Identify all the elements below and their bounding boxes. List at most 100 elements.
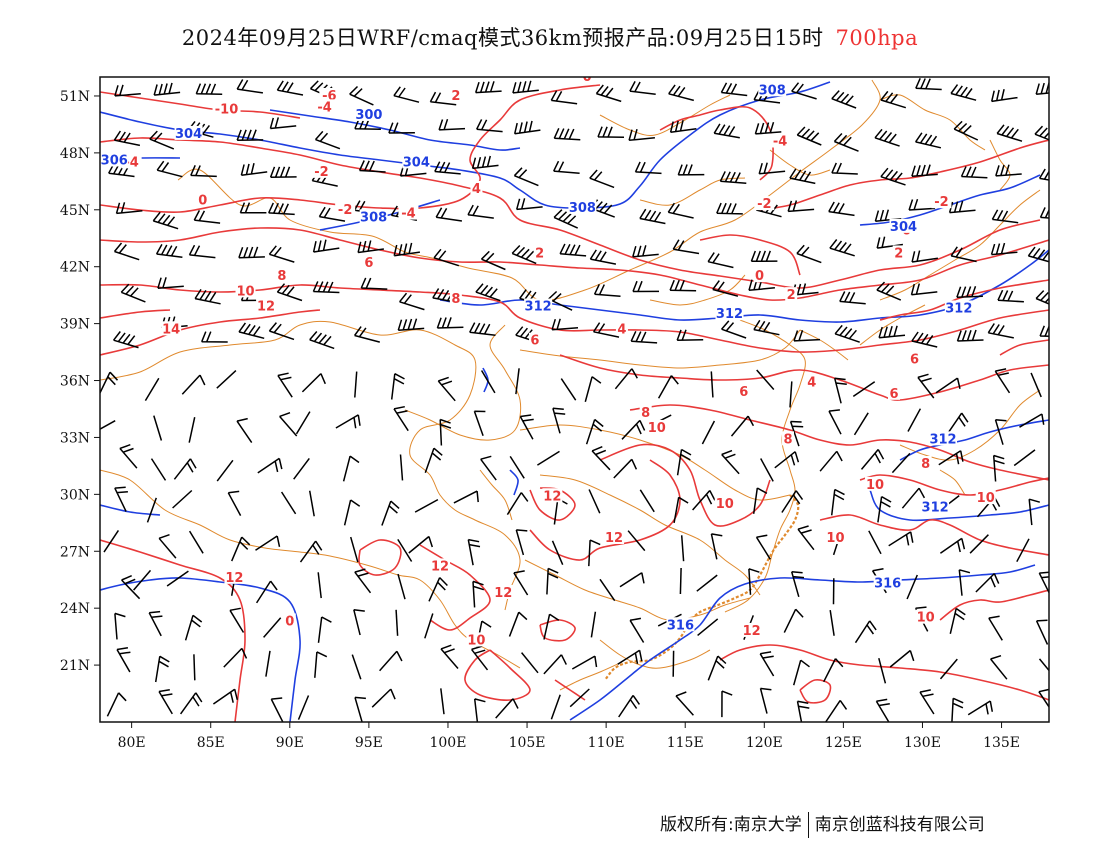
wind-barb bbox=[513, 120, 541, 135]
lat-label: 24N bbox=[60, 601, 90, 617]
wind-barb bbox=[255, 535, 281, 551]
wind-barb bbox=[833, 377, 847, 404]
wind-barb bbox=[939, 537, 966, 554]
wind-barb bbox=[194, 288, 221, 305]
border-line bbox=[599, 639, 711, 669]
wind-barb bbox=[190, 165, 217, 178]
wind-barb bbox=[911, 164, 938, 177]
wind-barb bbox=[509, 455, 525, 479]
temperature-label: 8 bbox=[451, 292, 460, 307]
wind-barb bbox=[181, 374, 206, 395]
wind-barb bbox=[476, 119, 503, 133]
temperature-label-bg bbox=[908, 351, 921, 366]
wind-barb bbox=[432, 288, 459, 304]
wind-barb bbox=[992, 454, 1005, 482]
temperature-label: 8 bbox=[641, 406, 650, 421]
title-main: 2024年09月25日WRF/cmaq模式36km预报产品:09月25日15时 bbox=[181, 26, 824, 50]
height-label-bg bbox=[929, 431, 958, 446]
wind-barb bbox=[958, 569, 971, 596]
wind-barb bbox=[1019, 413, 1045, 428]
wind-barb bbox=[906, 574, 918, 600]
lon-label: 80E bbox=[118, 735, 146, 751]
wind-barb bbox=[907, 408, 922, 432]
temperature-contour bbox=[100, 309, 171, 319]
temperature-label-bg bbox=[542, 488, 563, 503]
wind-barb bbox=[155, 244, 183, 259]
wind-barb bbox=[919, 689, 935, 715]
wind-barb bbox=[589, 249, 617, 265]
lon-label: 85E bbox=[197, 735, 225, 751]
wind-barb bbox=[830, 488, 845, 516]
wind-barb bbox=[114, 84, 141, 97]
wind-barb bbox=[629, 617, 645, 643]
wind-barb bbox=[393, 242, 421, 257]
temperature-label-bg bbox=[639, 404, 652, 419]
wind-barb bbox=[114, 486, 128, 512]
wind-barb bbox=[1027, 246, 1049, 263]
wind-barb bbox=[236, 79, 264, 94]
height-label-bg bbox=[359, 209, 388, 224]
wind-barb bbox=[783, 608, 804, 633]
wind-barb bbox=[314, 130, 341, 150]
temperature-label-bg bbox=[865, 476, 886, 491]
wind-barb bbox=[428, 577, 448, 602]
wind-barb bbox=[113, 242, 140, 261]
temperature-label-bg bbox=[528, 332, 541, 347]
temperature-label: 4 bbox=[807, 375, 816, 390]
wind-barb bbox=[353, 608, 365, 636]
temperature-contour bbox=[100, 137, 1041, 289]
height-contour bbox=[100, 504, 161, 516]
temperature-label: -2 bbox=[757, 197, 771, 212]
temperature-label: 0 bbox=[755, 269, 764, 284]
temperature-label-bg bbox=[741, 622, 762, 637]
temperature-label: 12 bbox=[605, 531, 623, 546]
wind-barb bbox=[397, 573, 406, 600]
temperature-label-bg bbox=[275, 268, 288, 283]
wind-barb bbox=[240, 163, 268, 176]
wind-barb bbox=[790, 571, 805, 598]
temperature-label-bg bbox=[362, 254, 375, 269]
wind-barb bbox=[436, 317, 464, 329]
wind-barb bbox=[397, 539, 413, 562]
border-line bbox=[479, 469, 513, 521]
wind-barb bbox=[939, 658, 958, 680]
temperature-contour bbox=[859, 474, 1049, 496]
wind-barb bbox=[915, 77, 942, 91]
wind-barb bbox=[797, 525, 815, 551]
temperature-label-bg bbox=[646, 419, 667, 434]
temperature-contour bbox=[939, 589, 1049, 621]
temperature-label-bg bbox=[604, 529, 625, 544]
height-contour bbox=[509, 469, 519, 496]
temperature-label-bg bbox=[714, 495, 735, 510]
wind-barb bbox=[227, 490, 242, 516]
wind-barb bbox=[759, 687, 772, 714]
lon-label: 130E bbox=[904, 735, 941, 751]
temperature-label: 12 bbox=[543, 489, 561, 504]
temperature-label-bg bbox=[283, 613, 296, 628]
temperature-contour bbox=[100, 91, 301, 119]
temperature-label: 4 bbox=[617, 322, 626, 337]
temperature-label: 12 bbox=[257, 300, 275, 315]
height-label: 300 bbox=[355, 108, 382, 123]
wind-barb bbox=[440, 688, 445, 715]
height-label-bg bbox=[402, 154, 431, 169]
wind-barb bbox=[551, 318, 579, 331]
wind-barb bbox=[619, 572, 645, 588]
temperature-contour bbox=[659, 105, 774, 181]
height-label-bg bbox=[666, 617, 695, 632]
wind-barb bbox=[1035, 82, 1049, 95]
wind-barb bbox=[116, 647, 131, 673]
wind-barb bbox=[439, 418, 452, 446]
wind-barb bbox=[676, 329, 704, 341]
border-line bbox=[639, 177, 746, 206]
wind-barb bbox=[710, 533, 723, 560]
wind-barb bbox=[193, 654, 196, 681]
wind-barb bbox=[987, 323, 1014, 339]
wind-barb bbox=[152, 211, 179, 230]
wind-barb bbox=[753, 89, 781, 104]
wind-barb bbox=[397, 318, 425, 331]
temperature-label: 10 bbox=[467, 633, 485, 648]
temperature-label-bg bbox=[892, 245, 905, 260]
wind-barb bbox=[543, 654, 567, 675]
